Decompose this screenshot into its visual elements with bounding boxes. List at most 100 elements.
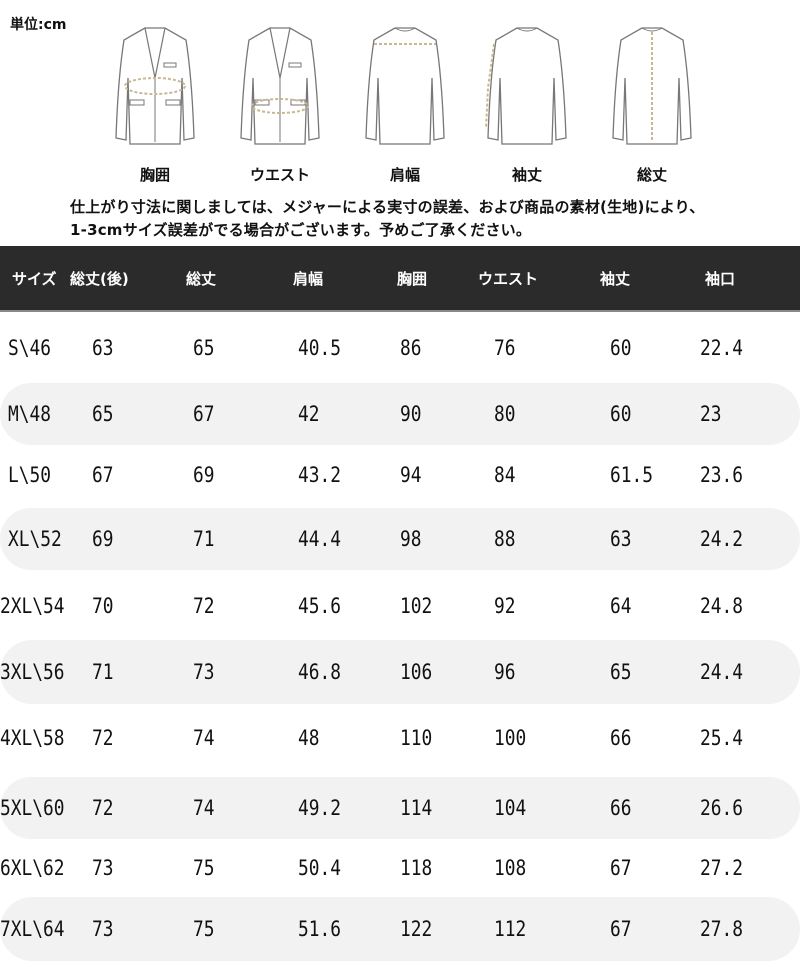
cell-sleeve: 64: [610, 594, 632, 618]
cell-sleeve: 61.5: [610, 463, 653, 487]
cell-sleeve: 67: [610, 917, 632, 941]
cell-shoulder: 40.5: [298, 336, 341, 360]
cell-chest: 114: [400, 796, 433, 820]
cell-waist: 108: [494, 856, 527, 880]
cell-back-length: 65: [92, 402, 114, 426]
cell-length: 65: [193, 336, 215, 360]
cell-cuff: 27.8: [700, 917, 743, 941]
header-waist: ウエスト: [478, 270, 539, 288]
cell-size: 2XL\54: [0, 594, 65, 618]
cell-waist: 84: [494, 463, 516, 487]
cell-shoulder: 48: [298, 726, 320, 750]
cell-shoulder: 43.2: [298, 463, 341, 487]
jacket-chest-diagram: [110, 18, 200, 153]
cell-length: 75: [193, 917, 215, 941]
table-row: 7XL\64 73 75 51.6 122 112 67 27.8: [0, 897, 800, 961]
cell-cuff: 23: [700, 402, 722, 426]
cell-back-length: 73: [92, 917, 114, 941]
header-size: サイズ: [12, 270, 57, 288]
cell-size: 7XL\64: [0, 917, 65, 941]
jacket-length-diagram: [607, 18, 697, 153]
diagram-label-length: 総丈: [636, 166, 667, 184]
cell-shoulder: 45.6: [298, 594, 341, 618]
cell-length: 74: [193, 726, 215, 750]
cell-sleeve: 66: [610, 726, 632, 750]
cell-size: L\50: [8, 463, 51, 487]
cell-shoulder: 49.2: [298, 796, 341, 820]
header-chest: 胸囲: [397, 270, 428, 288]
header-back-length: 総丈(後): [70, 270, 129, 288]
cell-waist: 92: [494, 594, 516, 618]
cell-cuff: 25.4: [700, 726, 743, 750]
cell-chest: 106: [400, 660, 433, 684]
table-row: 6XL\62 73 75 50.4 118 108 67 27.2: [0, 840, 800, 896]
cell-back-length: 73: [92, 856, 114, 880]
cell-cuff: 22.4: [700, 336, 743, 360]
cell-back-length: 67: [92, 463, 114, 487]
cell-waist: 104: [494, 796, 527, 820]
header-sleeve: 袖丈: [600, 270, 631, 288]
cell-length: 75: [193, 856, 215, 880]
cell-cuff: 26.6: [700, 796, 743, 820]
cell-shoulder: 44.4: [298, 527, 341, 551]
cell-sleeve: 60: [610, 336, 632, 360]
table-row: S\46 63 65 40.5 86 76 60 22.4: [0, 318, 800, 378]
cell-cuff: 24.8: [700, 594, 743, 618]
cell-back-length: 63: [92, 336, 114, 360]
cell-chest: 94: [400, 463, 422, 487]
jacket-sleeve-diagram: [482, 18, 572, 153]
cell-back-length: 72: [92, 726, 114, 750]
cell-length: 69: [193, 463, 215, 487]
cell-waist: 76: [494, 336, 516, 360]
unit-label: 単位:cm: [10, 17, 67, 33]
cell-length: 73: [193, 660, 215, 684]
diagram-label-shoulder: 肩幅: [389, 166, 420, 184]
cell-size: 6XL\62: [0, 856, 65, 880]
cell-length: 74: [193, 796, 215, 820]
cell-chest: 122: [400, 917, 433, 941]
header-cuff: 袖口: [705, 270, 736, 288]
cell-shoulder: 51.6: [298, 917, 341, 941]
cell-size: S\46: [8, 336, 51, 360]
cell-size: 5XL\60: [0, 796, 65, 820]
cell-waist: 100: [494, 726, 527, 750]
cell-back-length: 71: [92, 660, 114, 684]
cell-size: 3XL\56: [0, 660, 65, 684]
cell-waist: 88: [494, 527, 516, 551]
cell-chest: 102: [400, 594, 433, 618]
table-row: M\48 65 67 42 90 80 60 23: [0, 383, 800, 445]
cell-shoulder: 42: [298, 402, 320, 426]
table-row: 3XL\56 71 73 46.8 106 96 65 24.4: [0, 640, 800, 704]
cell-sleeve: 65: [610, 660, 632, 684]
table-header: サイズ 総丈(後) 総丈 肩幅 胸囲 ウエスト 袖丈 袖口: [0, 246, 800, 312]
cell-waist: 112: [494, 917, 527, 941]
cell-shoulder: 50.4: [298, 856, 341, 880]
cell-chest: 90: [400, 402, 422, 426]
cell-size: XL\52: [8, 527, 62, 551]
cell-cuff: 24.4: [700, 660, 743, 684]
header-length: 総丈: [186, 270, 217, 288]
cell-back-length: 69: [92, 527, 114, 551]
cell-waist: 96: [494, 660, 516, 684]
cell-shoulder: 46.8: [298, 660, 341, 684]
cell-length: 67: [193, 402, 215, 426]
table-row: 2XL\54 70 72 45.6 102 92 64 24.8: [0, 575, 800, 637]
cell-back-length: 72: [92, 796, 114, 820]
note-line-1: 仕上がり寸法に関しましては、メジャーによる実寸の誤差、および商品の素材(生地)に…: [70, 198, 705, 216]
cell-size: M\48: [8, 402, 51, 426]
table-row: 5XL\60 72 74 49.2 114 104 66 26.6: [0, 777, 800, 839]
diagram-label-sleeve: 袖丈: [511, 166, 542, 184]
cell-size: 4XL\58: [0, 726, 65, 750]
table-row: L\50 67 69 43.2 94 84 61.5 23.6: [0, 445, 800, 505]
cell-sleeve: 66: [610, 796, 632, 820]
cell-chest: 118: [400, 856, 433, 880]
cell-cuff: 23.6: [700, 463, 743, 487]
note-line-2: 1-3cmサイズ誤差がでる場合がございます。予めご了承ください。: [70, 221, 532, 239]
cell-chest: 86: [400, 336, 422, 360]
cell-chest: 110: [400, 726, 433, 750]
cell-sleeve: 67: [610, 856, 632, 880]
cell-length: 72: [193, 594, 215, 618]
header-shoulder: 肩幅: [293, 270, 324, 288]
cell-chest: 98: [400, 527, 422, 551]
cell-length: 71: [193, 527, 215, 551]
